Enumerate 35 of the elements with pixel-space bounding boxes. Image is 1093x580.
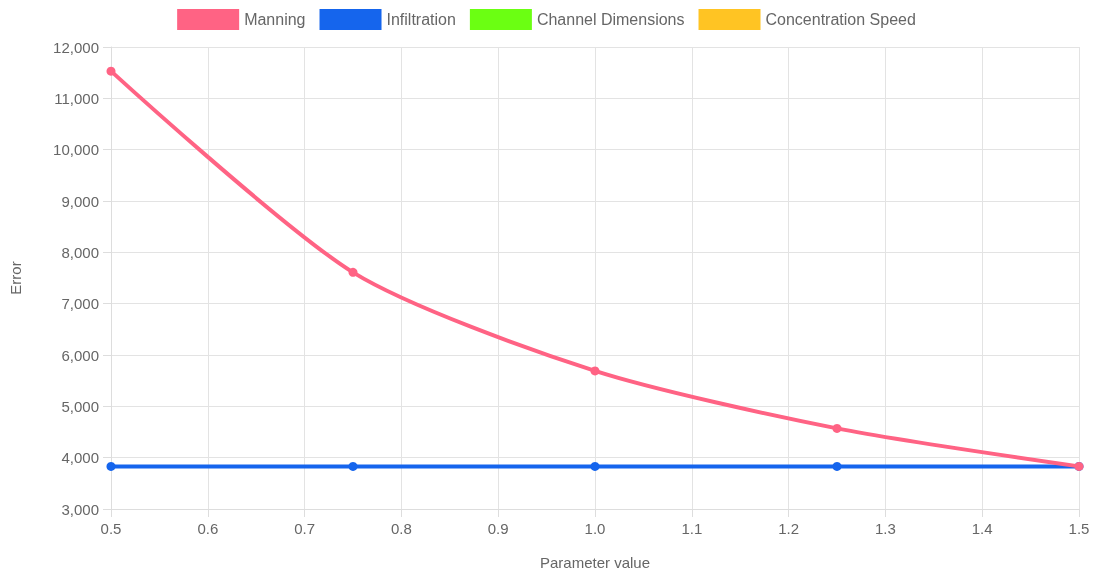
x-tick-label: 0.6 [197, 520, 219, 537]
x-tick-label: 0.7 [294, 520, 316, 537]
legend-label: Channel Dimensions [536, 11, 685, 28]
point [348, 461, 358, 471]
y-tick-label: 10,000 [53, 141, 99, 159]
y-tick-label: 3,000 [61, 500, 99, 518]
point [590, 366, 600, 376]
point [832, 461, 842, 471]
y-tick-label: 9,000 [61, 192, 99, 210]
legend-label: Infiltration [386, 11, 456, 28]
point [348, 267, 358, 277]
x-tick-label: 1.3 [874, 520, 896, 537]
point [832, 423, 842, 433]
x-tick-label: 1.4 [971, 520, 993, 537]
x-tick-label: 1.2 [778, 520, 800, 537]
y-tick-label: 12,000 [53, 38, 99, 56]
y-tick-label: 8,000 [61, 243, 99, 261]
y-tick-label: 7,000 [61, 295, 99, 313]
point [590, 461, 600, 471]
x-tick-label: 0.5 [100, 520, 122, 537]
legend-label: Manning [244, 11, 306, 28]
x-tick-label: 1.0 [584, 520, 606, 537]
y-tick-label: 6,000 [61, 346, 99, 364]
y-tick-label: 5,000 [61, 397, 99, 415]
point [106, 461, 116, 471]
y-tick-label: 4,000 [61, 449, 99, 467]
x-tick-label: 0.8 [390, 520, 412, 537]
point [106, 66, 116, 76]
x-tick-label: 1.1 [681, 520, 703, 537]
legend-label: Concentration Speed [765, 11, 916, 28]
x-tick-label: 0.9 [487, 520, 509, 537]
x-tick-label: 1.5 [1068, 520, 1090, 537]
y-axis-title: Error [7, 261, 24, 295]
y-tick-label: 11,000 [54, 89, 99, 107]
x-axis-title: Parameter value [539, 554, 651, 571]
